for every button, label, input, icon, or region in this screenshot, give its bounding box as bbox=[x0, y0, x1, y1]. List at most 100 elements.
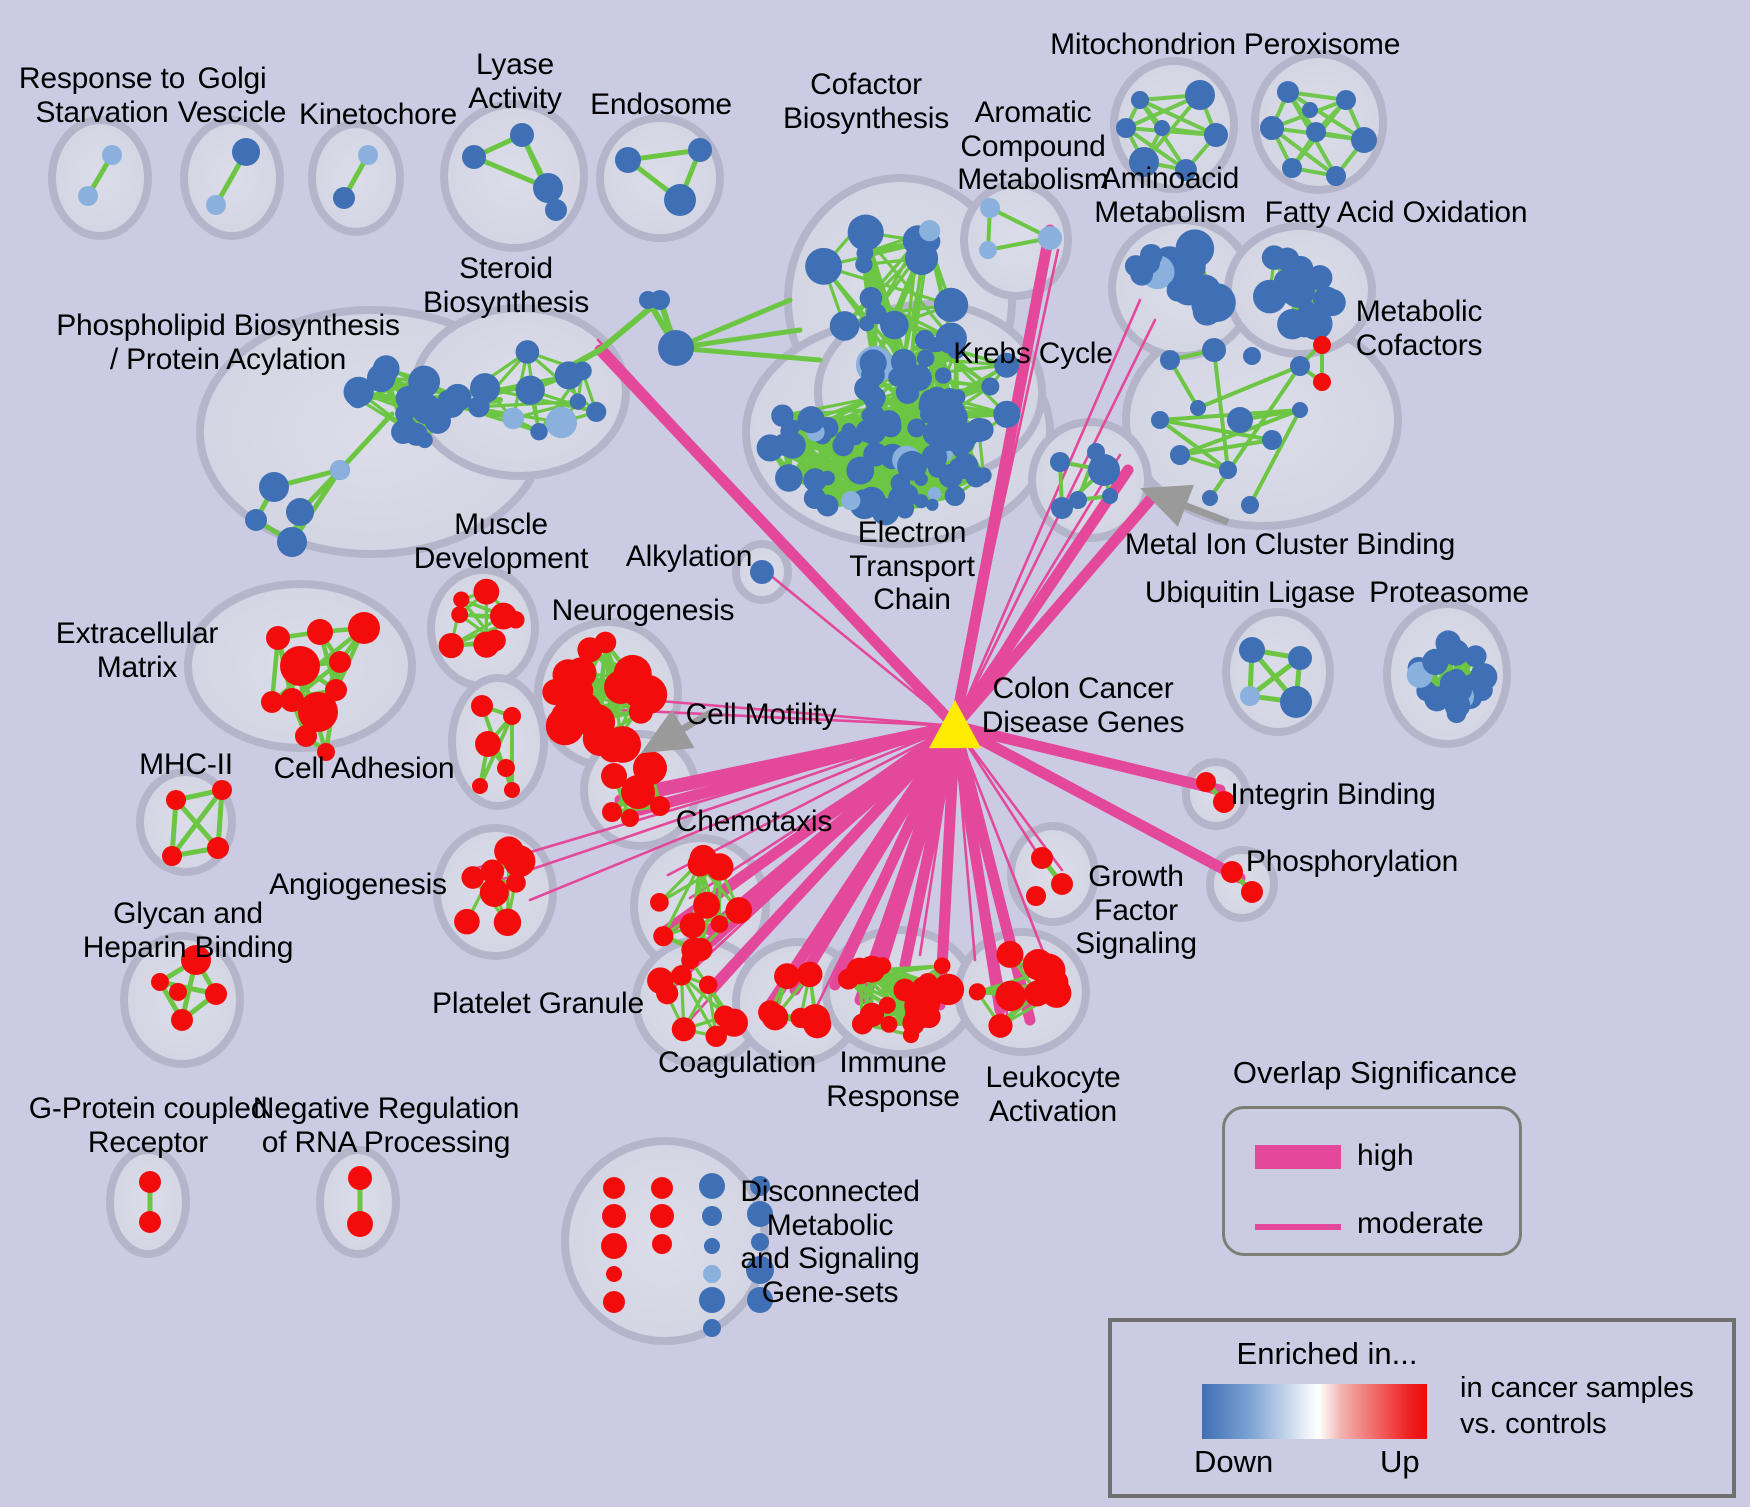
gene-node bbox=[979, 241, 997, 259]
gene-node bbox=[847, 214, 884, 251]
gene-node bbox=[747, 1287, 773, 1313]
gene-node bbox=[893, 978, 917, 1002]
gene-node bbox=[863, 442, 888, 467]
gene-node bbox=[970, 418, 994, 442]
gene-node bbox=[1241, 496, 1259, 514]
gene-node bbox=[277, 527, 307, 557]
gene-node bbox=[650, 796, 670, 816]
gene-edge bbox=[1158, 418, 1230, 472]
gene-node bbox=[775, 464, 803, 492]
gene-node bbox=[212, 780, 232, 800]
gene-node bbox=[245, 509, 267, 531]
gene-node bbox=[1307, 265, 1333, 291]
gene-node bbox=[1318, 288, 1346, 317]
gene-node bbox=[162, 846, 182, 866]
gene-edge bbox=[1248, 408, 1302, 507]
gene-node bbox=[702, 1206, 722, 1226]
gene-node bbox=[1336, 90, 1356, 110]
gene-node bbox=[1464, 645, 1487, 668]
gene-node bbox=[462, 145, 486, 169]
gene-node bbox=[169, 983, 187, 1001]
gene-node bbox=[569, 393, 587, 410]
gene-node bbox=[758, 1000, 783, 1025]
gene-node bbox=[139, 1211, 161, 1233]
gene-node bbox=[78, 186, 98, 206]
gene-node bbox=[1196, 772, 1216, 792]
gene-node bbox=[861, 363, 885, 387]
gene-node bbox=[880, 310, 909, 340]
gene-node bbox=[533, 173, 563, 203]
legend-label-high: high bbox=[1357, 1139, 1414, 1172]
gene-node bbox=[1116, 118, 1136, 138]
gene-node bbox=[1313, 373, 1331, 391]
gene-node bbox=[858, 955, 886, 983]
gene-node bbox=[671, 965, 692, 986]
gene-node bbox=[855, 419, 879, 443]
gene-node bbox=[347, 1211, 373, 1237]
gene-node bbox=[1302, 102, 1318, 118]
gene-node bbox=[259, 472, 289, 502]
gene-node bbox=[139, 1171, 161, 1193]
gene-node bbox=[679, 912, 706, 939]
callout-arrows bbox=[640, 484, 1230, 754]
gene-node bbox=[502, 407, 525, 430]
gene-node bbox=[1351, 127, 1377, 153]
gene-node bbox=[658, 330, 694, 366]
gene-node bbox=[993, 400, 1021, 428]
gene-node bbox=[905, 241, 939, 275]
gene-node bbox=[805, 247, 843, 285]
gene-node bbox=[1087, 443, 1105, 461]
gene-node bbox=[650, 1204, 674, 1228]
gene-node bbox=[710, 915, 729, 933]
gene-node bbox=[1185, 80, 1215, 110]
gene-node bbox=[1102, 488, 1118, 504]
gene-node bbox=[171, 1009, 193, 1031]
gene-node bbox=[725, 897, 753, 924]
gene-node bbox=[1131, 91, 1149, 109]
gene-node bbox=[747, 1201, 773, 1227]
gene-node bbox=[995, 980, 1026, 1012]
gene-node bbox=[151, 973, 169, 991]
gene-node bbox=[746, 1256, 774, 1284]
gene-node bbox=[1262, 430, 1282, 450]
hub-node-triangle[interactable] bbox=[929, 700, 981, 749]
gene-node bbox=[1260, 116, 1284, 140]
gene-node bbox=[450, 387, 467, 405]
gene-node bbox=[1202, 490, 1218, 506]
gene-node bbox=[988, 1013, 1013, 1038]
gene-node bbox=[601, 1233, 627, 1259]
gene-node bbox=[348, 612, 380, 644]
gene-node bbox=[921, 444, 948, 470]
gene-node bbox=[504, 782, 520, 798]
gene-node bbox=[572, 361, 592, 381]
gene-node bbox=[699, 1287, 725, 1313]
gene-node bbox=[395, 404, 415, 424]
gene-node bbox=[453, 591, 470, 608]
gene-node bbox=[933, 287, 969, 323]
gene-node bbox=[438, 632, 464, 659]
gene-node bbox=[348, 389, 368, 409]
gene-node bbox=[1069, 491, 1087, 509]
gene-node bbox=[207, 837, 229, 859]
gene-node bbox=[603, 1291, 625, 1313]
gene-node bbox=[880, 1015, 898, 1033]
gene-node bbox=[348, 1166, 372, 1190]
gene-node bbox=[1435, 630, 1461, 656]
gene-node bbox=[506, 872, 526, 893]
gene-edge bbox=[1178, 438, 1274, 457]
gene-node bbox=[926, 498, 939, 511]
gene-node bbox=[1243, 347, 1261, 365]
gene-node bbox=[796, 961, 823, 988]
gene-node bbox=[688, 138, 712, 162]
gene-node bbox=[1277, 81, 1299, 103]
gene-set-nodes bbox=[78, 80, 1498, 1337]
gene-node bbox=[934, 367, 952, 384]
gene-node bbox=[232, 138, 260, 166]
gene-node bbox=[1280, 274, 1309, 303]
gene-node bbox=[1192, 297, 1222, 326]
gene-edge bbox=[1212, 348, 1230, 472]
gene-node bbox=[981, 377, 1000, 396]
legend-swatch-moderate bbox=[1255, 1224, 1341, 1230]
gene-node bbox=[366, 363, 396, 393]
gene-node bbox=[503, 707, 521, 725]
